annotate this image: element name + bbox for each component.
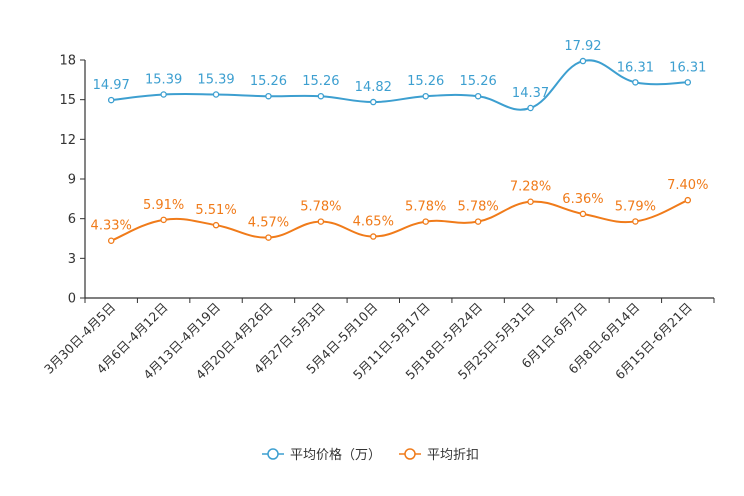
legend-item-2[interactable]: 平均折扣 [399,448,479,463]
y-tick-label: 15 [59,93,76,108]
data-point [370,98,377,106]
legend-label: 平均折扣 [427,448,479,463]
data-point [422,92,429,100]
data-label: 15.26 [460,74,497,89]
data-point [684,196,692,204]
data-label: 16.31 [669,60,706,75]
data-label: 16.31 [617,60,654,75]
data-point [107,237,115,244]
y-tick-label: 3 [68,252,76,267]
series-line [110,199,689,242]
data-label: 15.39 [197,73,234,88]
data-label: 14.97 [93,78,130,93]
data-label: 15.26 [250,74,287,89]
data-point [160,91,167,98]
data-point [265,234,272,241]
legend-label: 平均价格（万） [290,447,381,463]
data-label: 4.65% [353,215,394,230]
data-point [317,218,325,225]
data-point [527,104,534,112]
data-point [579,57,587,65]
legend[interactable]: 平均价格（万） 平均折扣 [262,447,479,463]
data-point [527,198,534,205]
legend-item-1[interactable]: 平均价格（万） [262,447,381,463]
data-label: 15.26 [407,74,444,89]
data-point [684,79,692,86]
data-point [632,218,639,225]
data-point [107,96,115,104]
data-label: 4.57% [248,216,289,231]
data-label: 5.78% [300,200,341,215]
data-label: 14.82 [355,80,392,95]
data-label: 15.26 [302,74,339,89]
y-tick-label: 18 [59,54,76,69]
data-label: 14.37 [512,86,549,101]
data-label: 7.40% [667,178,708,193]
y-tick-label: 6 [68,212,76,227]
data-point [160,216,167,224]
data-label: 6.36% [562,192,603,207]
data-label: 5.79% [615,199,656,214]
y-tick-label: 12 [59,133,76,148]
data-label: 7.28% [510,180,551,195]
data-point [579,210,587,218]
data-label: 5.78% [405,200,446,215]
data-point [265,92,272,100]
series-1: 14.97 15.39 15.39 15.26 15.26 14.82 15.26 15.26… [93,39,706,112]
legend-marker [404,448,416,460]
data-point [212,91,220,98]
data-label: 17.92 [564,39,601,54]
series-2: 4.33% 5.91% 5.51% 4.57% 5.78% 4.65% 5.78% 5.78%… [91,178,708,244]
data-label: 5.91% [143,198,184,213]
data-point [212,221,220,229]
data-point [474,92,482,100]
data-label: 5.78% [457,200,498,215]
y-tick-label: 0 [68,292,76,307]
data-label: 4.33% [91,219,132,234]
data-label: 15.39 [145,73,182,88]
data-point [317,92,325,100]
data-point [632,79,639,86]
data-label: 5.51% [195,203,236,218]
y-tick-label: 9 [68,173,76,188]
legend-marker [267,448,279,460]
series-layer: 14.97 15.39 15.39 15.26 15.26 14.82 15.26 15.26… [91,39,708,244]
data-point [422,218,429,225]
data-point [370,233,377,240]
data-point [474,218,482,225]
